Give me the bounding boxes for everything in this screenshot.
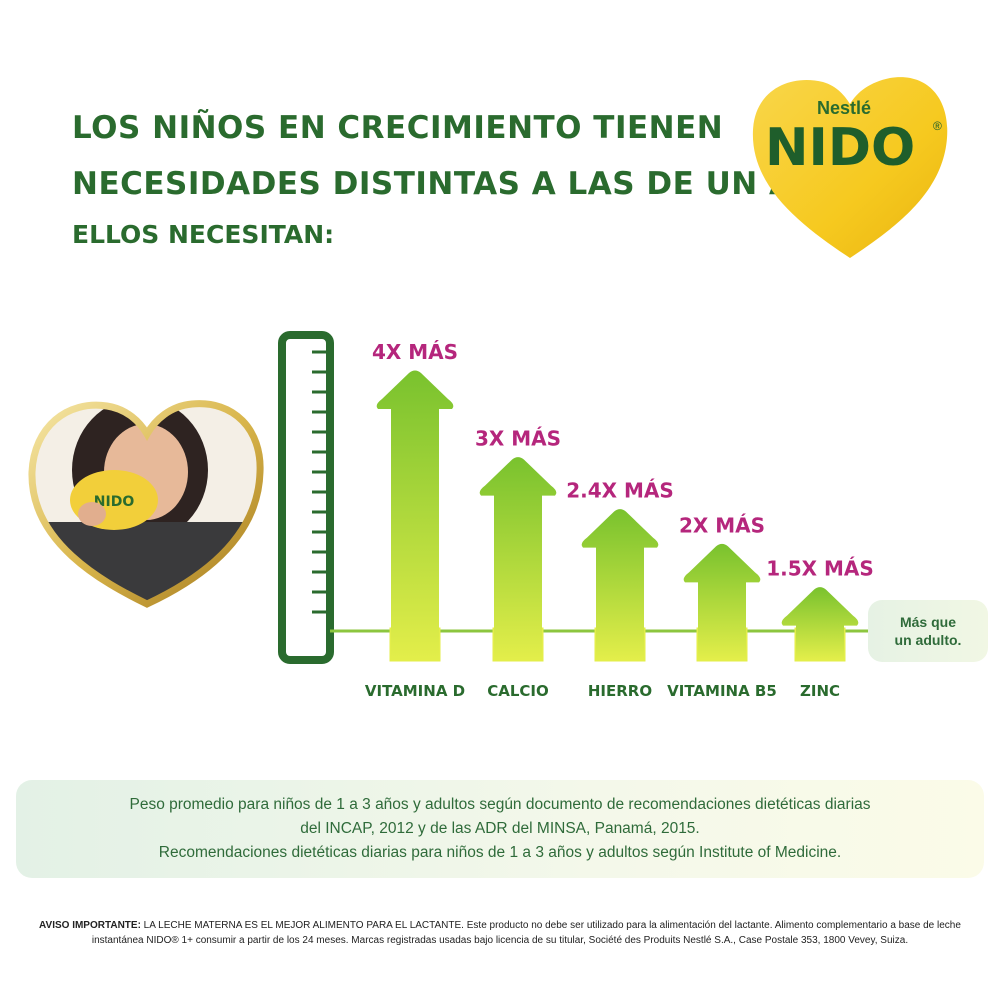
category-label: VITAMINA B5 — [667, 682, 777, 700]
sources-note: Peso promedio para niños de 1 a 3 años y… — [16, 780, 984, 878]
bar-data-label: 2X MÁS — [679, 513, 765, 537]
bar-arrow — [376, 370, 454, 660]
disclaimer-text: LA LECHE MATERNA ES EL MEJOR ALIMENTO PA… — [91, 920, 961, 946]
category-label: ZINC — [800, 682, 840, 700]
heart-shape — [752, 77, 948, 258]
bar-data-label: 2.4X MÁS — [566, 479, 674, 503]
legal-disclaimer: AVISO IMPORTANTE: LA LECHE MATERNA ES EL… — [20, 918, 980, 948]
baseline-legend-line-2: un adulto. — [894, 632, 962, 648]
bars: 4X MÁS VITAMINA D 3X MÁS CALCIO 2.4X MÁS HIER… — [365, 340, 874, 700]
nido-logo: Nestlé NIDO ® — [752, 77, 948, 258]
ruler-ticks — [312, 350, 330, 614]
bar-data-label: 3X MÁS — [475, 427, 561, 451]
bar-data-label: 1.5X MÁS — [766, 557, 874, 581]
disclaimer-heading: AVISO IMPORTANTE: — [39, 920, 141, 931]
headline-line-1: Los niños en crecimiento tienen — [72, 110, 724, 146]
sources-note-line-3: Recomendaciones dietéticas diarias para … — [158, 844, 842, 861]
category-label: HIERRO — [588, 682, 652, 700]
child-hand — [78, 502, 106, 526]
baseline-legend: Más que un adulto. — [868, 600, 988, 662]
category-label: VITAMINA D — [365, 682, 465, 700]
sources-note-line-1: Peso promedio para niños de 1 a 3 años y… — [129, 796, 871, 813]
logo-nestle-text: Nestlé — [817, 98, 871, 118]
bar-data-label: 4X MÁS — [372, 340, 458, 364]
bar-arrow — [781, 587, 859, 660]
baseline-legend-line-1: Más que — [899, 614, 956, 630]
photo-heart-frame — [28, 400, 264, 608]
cup-text: NIDO — [94, 494, 135, 510]
bar-arrow — [479, 457, 557, 660]
logo-nido-text: NIDO — [765, 118, 915, 178]
category-label: CALCIO — [487, 682, 549, 700]
bar-arrow — [683, 543, 761, 660]
bar-arrow — [581, 509, 659, 660]
headline-line-3: Ellos necesitan: — [72, 220, 335, 249]
ruler-frame — [278, 331, 334, 664]
logo-registered-mark: ® — [933, 119, 942, 133]
child-photo: NIDO — [28, 400, 264, 608]
sources-note-line-2: del INCAP, 2012 y de las ADR del MINSA, … — [300, 820, 700, 837]
